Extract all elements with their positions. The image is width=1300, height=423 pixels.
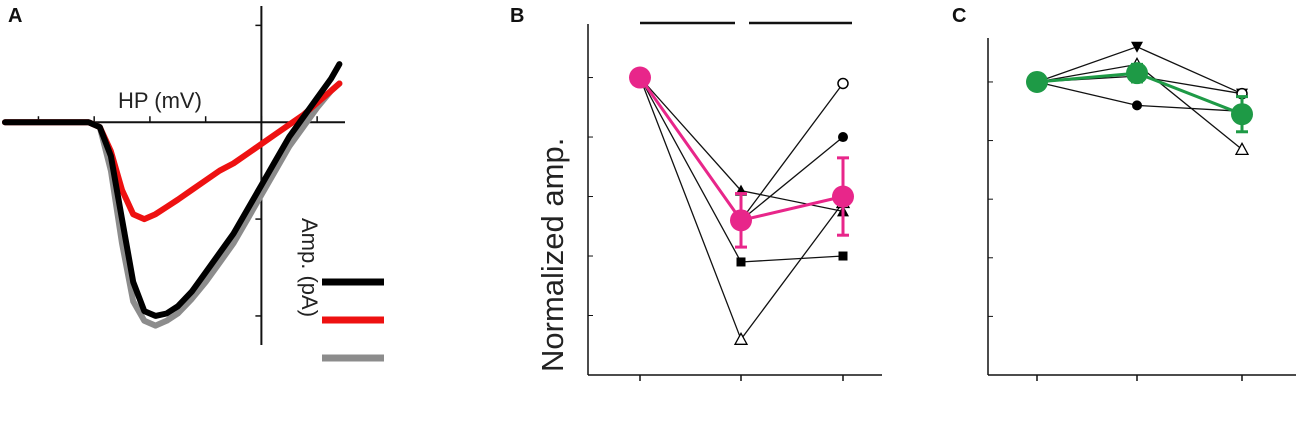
panel-b-y-axis-label: Normalized amp.: [535, 138, 570, 372]
panel-c-cell-4-point: [1234, 141, 1250, 156]
panel-b-label: B: [510, 5, 524, 27]
panel-a-x-axis-label: HP (mV): [118, 88, 202, 113]
panel-c-mean-point: [1231, 103, 1253, 126]
panel-b-cell-4-point: [736, 257, 746, 267]
panel-b: B Normalized amp.: [510, 5, 882, 381]
panel-b-cell-1-point: [837, 77, 849, 90]
panel-c-mean-point: [1126, 62, 1148, 85]
panel-b-mean-point: [832, 185, 854, 208]
legend: [322, 278, 384, 362]
panel-c-cell-3-point: [1132, 100, 1142, 111]
panel-a: A HP (mV) Amp. (pA): [2, 5, 384, 362]
panel-c-cell-1-point: [1131, 41, 1143, 53]
panel-a-y-axis-label: Amp. (pA): [297, 218, 322, 317]
panel-b-cell-5-point: [733, 331, 749, 345]
panel-a-trace-control: [2, 61, 343, 319]
panel-c: C: [952, 5, 1296, 381]
panel-b-cell-2-point: [838, 132, 848, 143]
panel-b-mean-point: [629, 66, 651, 89]
panel-c-label: C: [952, 5, 966, 27]
panel-c-mean-point: [1026, 70, 1048, 93]
panel-b-mean-point: [730, 209, 752, 232]
panel-a-label: A: [8, 5, 22, 27]
panel-b-cell-4-point: [838, 251, 848, 261]
